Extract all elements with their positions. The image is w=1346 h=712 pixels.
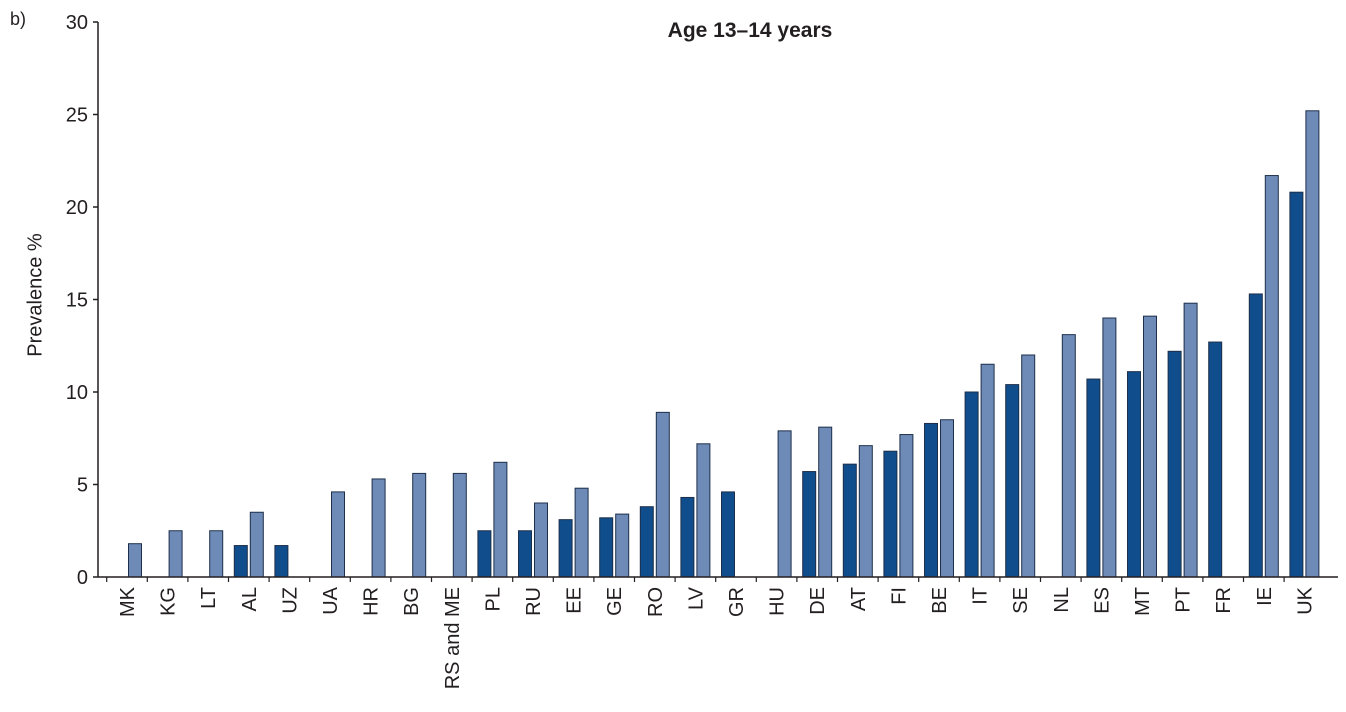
bar-light-mt	[1143, 315, 1157, 578]
bar-light-lt	[209, 530, 224, 578]
x-tick-label: LV	[685, 586, 707, 610]
x-tick-label: UA	[320, 586, 342, 614]
bar-light-ro	[655, 411, 670, 578]
x-tick-label: RO	[645, 587, 667, 617]
bar-light-ru	[534, 502, 548, 578]
bar-light-pt	[1183, 302, 1198, 578]
bar-light-fi	[899, 434, 914, 578]
x-tick-label: PT	[1173, 587, 1195, 613]
bar-dark-uk	[1289, 191, 1304, 578]
x-tick-label: IE	[1254, 587, 1276, 606]
x-tick-label: DE	[807, 587, 829, 615]
bar-light-lv	[696, 443, 711, 578]
bar-dark-de	[802, 471, 817, 578]
bar-light-at	[858, 445, 873, 578]
x-tick-label: AT	[848, 587, 870, 611]
bar-dark-ru	[518, 530, 532, 578]
bar-dark-pt	[1167, 350, 1182, 578]
x-tick-label: BG	[401, 587, 423, 616]
bar-light-hr	[371, 478, 386, 578]
x-tick-label: FI	[888, 587, 910, 605]
chart-title: Age 13–14 years	[667, 19, 833, 42]
bar-dark-ie	[1248, 293, 1263, 578]
x-tick-label: SE	[1010, 587, 1032, 614]
bar-light-ee	[574, 487, 589, 578]
y-tick-label: 10	[66, 382, 88, 404]
bar-light-se	[1021, 354, 1036, 578]
bar-light-de	[818, 426, 833, 578]
y-tick-label: 25	[66, 105, 88, 127]
bar-dark-pl	[477, 530, 492, 578]
x-tick-label: RS and ME	[442, 587, 464, 689]
bar-light-ge	[615, 513, 630, 578]
x-tick-label: GR	[726, 587, 748, 617]
bar-light-uk	[1305, 110, 1320, 578]
bars-group	[128, 110, 1320, 578]
y-tick-label: 30	[66, 12, 88, 34]
x-tick-label: IT	[970, 587, 992, 605]
bar-light-rs-and-me	[452, 472, 467, 578]
x-tick-label: UK	[1294, 586, 1316, 614]
bar-dark-ro	[639, 506, 654, 578]
x-tick-label: BE	[929, 587, 951, 614]
bar-light-al	[249, 511, 264, 578]
x-tick-label: MT	[1132, 587, 1154, 616]
bar-light-pl	[493, 461, 508, 578]
x-tick-label: AL	[239, 587, 261, 611]
x-tick-label: EE	[564, 587, 586, 614]
x-tick-label: HR	[361, 587, 383, 616]
y-tick-label: 15	[66, 290, 88, 312]
bar-light-kg	[168, 530, 183, 578]
axes-group: 0 5 10 15 20 25 30 MK KG LT AL UZ UA HR BG RS and ME PL R…	[66, 12, 1338, 689]
bar-light-it	[980, 363, 995, 578]
x-tick-label: MK	[117, 586, 139, 617]
bar-light-ua	[331, 491, 345, 578]
bar-light-nl	[1061, 334, 1076, 578]
bar-dark-se	[1005, 384, 1020, 578]
bar-dark-lv	[680, 496, 695, 578]
bar-dark-fi	[883, 450, 898, 578]
bar-light-es	[1102, 317, 1117, 578]
bar-dark-gr	[721, 491, 735, 578]
y-tick-label: 0	[77, 567, 88, 589]
x-tick-label: HU	[767, 587, 789, 616]
bar-dark-ge	[599, 517, 614, 578]
y-tick-label: 5	[77, 475, 88, 497]
x-tick-label: RU	[523, 587, 545, 616]
bar-dark-it	[964, 391, 979, 578]
bar-light-ie	[1264, 175, 1279, 578]
bar-dark-uz	[274, 545, 289, 578]
bar-dark-al	[233, 545, 248, 578]
bar-dark-at	[842, 463, 857, 578]
x-tick-label: PL	[482, 587, 504, 611]
x-tick-label: KG	[158, 587, 180, 616]
x-tick-label: NL	[1051, 587, 1073, 613]
x-tick-label: UZ	[279, 587, 301, 614]
bar-dark-ee	[558, 519, 573, 578]
x-tick-label: LT	[198, 587, 220, 609]
bar-light-bg	[412, 472, 427, 578]
bar-light-hu	[777, 430, 792, 578]
bar-dark-fr	[1208, 341, 1223, 578]
x-tick-label: FR	[1213, 587, 1235, 614]
bar-light-be	[940, 419, 954, 578]
bar-dark-mt	[1127, 371, 1141, 578]
bar-dark-es	[1086, 378, 1101, 578]
y-tick-label: 20	[66, 197, 88, 219]
bar-light-mk	[128, 543, 142, 578]
panel-label: b)	[10, 9, 27, 29]
x-tick-label: ES	[1091, 587, 1113, 614]
bar-dark-be	[924, 422, 938, 578]
x-tick-label: GE	[604, 587, 626, 616]
